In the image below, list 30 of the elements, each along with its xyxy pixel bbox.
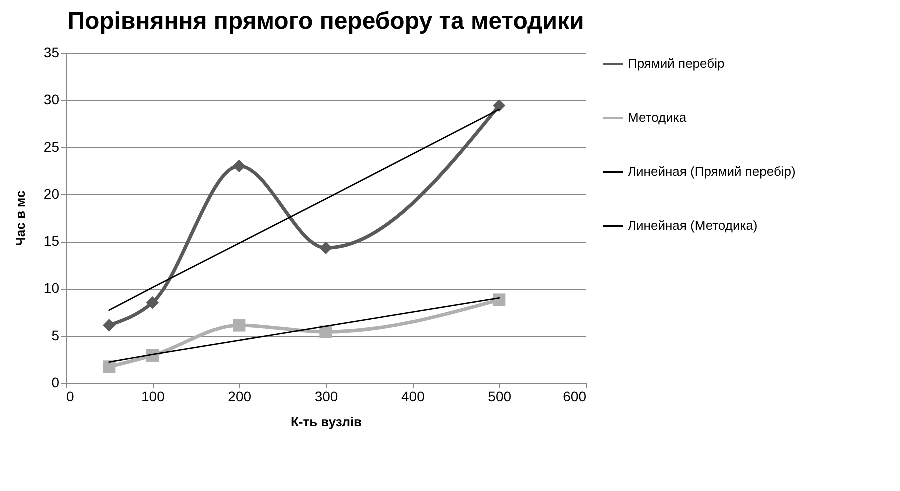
y-axis-title: Час в мс (12, 190, 28, 246)
y-tick-label: 15 (44, 233, 60, 250)
legend-label: Прямий перебір (628, 56, 725, 71)
y-tick-label: 5 (52, 327, 60, 344)
y-tick-label: 10 (44, 280, 60, 296)
y-tick-label: 25 (44, 138, 60, 155)
legend-label: Методика (628, 110, 688, 125)
x-tick-label: 500 (488, 388, 512, 404)
x-tick-label: 100 (141, 388, 166, 404)
point (103, 319, 116, 332)
x-tick-label: 600 (563, 388, 587, 404)
point (233, 319, 246, 332)
x-tick-label: 300 (314, 388, 338, 404)
y-tick-label: 35 (44, 44, 60, 60)
point (103, 360, 116, 374)
y-tick-label: 20 (44, 186, 60, 202)
point (493, 99, 506, 112)
point (233, 160, 246, 172)
x-axis-title: К-ть вузлів (290, 414, 362, 430)
x-tick-label: 0 (66, 388, 74, 404)
legend-label: Линейная (Методика) (628, 218, 758, 233)
y-tick-label: 0 (52, 374, 60, 390)
point (320, 242, 332, 254)
y-tick-label: 30 (44, 92, 60, 108)
legend-label: Линейная (Прямий перебір) (628, 164, 796, 179)
x-tick-label: 400 (401, 388, 426, 404)
x-tick-label: 200 (228, 388, 252, 404)
point (146, 296, 159, 310)
point (493, 294, 506, 306)
chart-title: Порівняння прямого перебору та методики (68, 8, 584, 35)
